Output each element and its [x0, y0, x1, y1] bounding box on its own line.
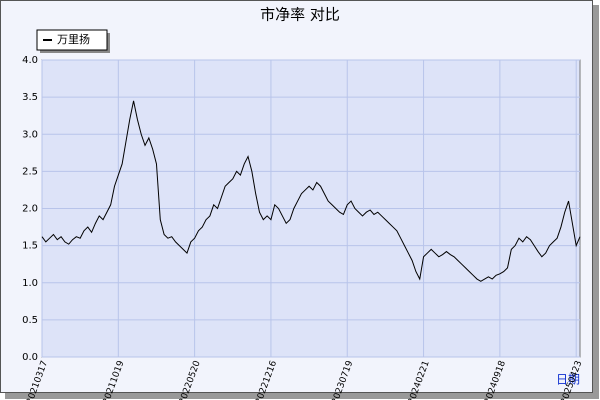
y-tick-label: 0.5	[22, 315, 38, 326]
data-line	[41, 100, 581, 282]
x-axis-label: 日期	[556, 373, 580, 387]
y-tick-label: 2.0	[22, 204, 38, 215]
legend	[36, 29, 108, 51]
y-tick-label: 4.0	[22, 55, 38, 66]
frame-shadow	[5, 393, 599, 399]
frame-shadow	[593, 5, 599, 399]
y-tick-label: 0.0	[22, 352, 38, 363]
y-tick-label: 3.0	[22, 129, 38, 140]
y-tick-label: 3.5	[22, 92, 38, 103]
y-tick-label: 1.0	[22, 278, 38, 289]
y-tick-label: 2.5	[22, 166, 38, 177]
legend-label: 万里扬	[57, 32, 90, 46]
y-tick-label: 1.5	[22, 241, 38, 252]
chart-title: 市净率 对比	[260, 6, 340, 24]
